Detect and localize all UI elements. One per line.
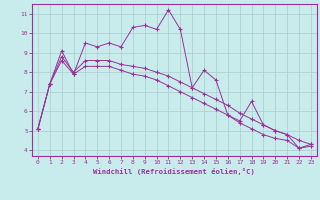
X-axis label: Windchill (Refroidissement éolien,°C): Windchill (Refroidissement éolien,°C): [93, 168, 255, 175]
